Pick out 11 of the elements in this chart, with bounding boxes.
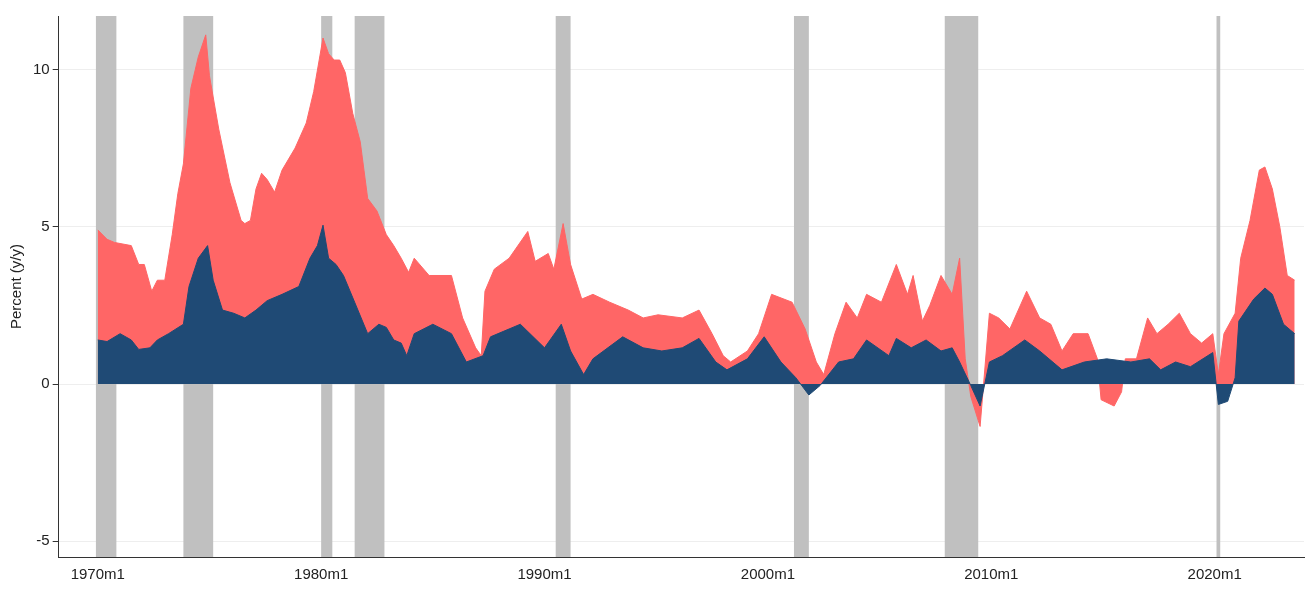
x-tick-label: 1990m1: [517, 565, 572, 583]
y-tick-label: 10: [33, 59, 50, 77]
y-tick-label: -5: [36, 531, 50, 549]
x-tick-label: 1970m1: [70, 565, 125, 583]
y-tick-label: 0: [41, 374, 50, 392]
x-tick-label: 2000m1: [740, 565, 796, 583]
x-tick-label: 2010m1: [964, 565, 1019, 583]
y-tick-label: 5: [41, 216, 50, 234]
y-axis-title: Percent (y/y): [7, 243, 25, 330]
x-tick-label: 2020m1: [1187, 565, 1242, 583]
x-tick-label: 1980m1: [294, 565, 349, 583]
